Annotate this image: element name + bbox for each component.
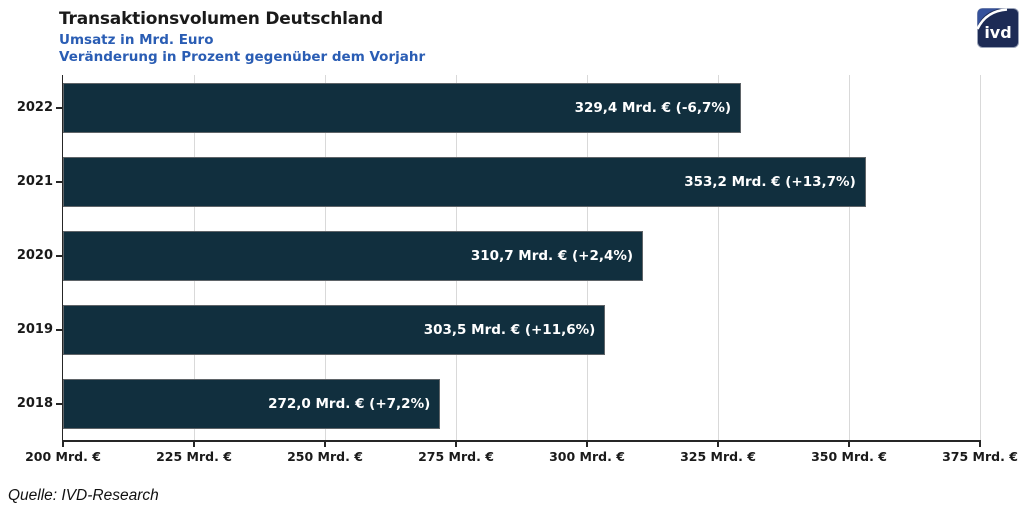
- x-axis-tick-label: 225 Mrd. €: [156, 449, 232, 464]
- ivd-logo-text: ivd: [984, 23, 1011, 42]
- ivd-logo: ivd: [976, 8, 1019, 48]
- y-axis-tick: [56, 329, 63, 331]
- x-axis-tick-label: 300 Mrd. €: [549, 449, 625, 464]
- gridline: [718, 75, 719, 440]
- bar-2021: 353,2 Mrd. € (+13,7%): [63, 157, 866, 207]
- bar-2022: 329,4 Mrd. € (-6,7%): [63, 83, 742, 133]
- x-axis-tick: [324, 440, 326, 447]
- y-axis-label-2019: 2019: [16, 322, 53, 337]
- bar-value-label: 272,0 Mrd. € (+7,2%): [268, 396, 431, 412]
- chart-title: Transaktionsvolumen Deutschland: [59, 9, 383, 29]
- plot-area: 200 Mrd. € 225 Mrd. € 250 Mrd. € 275 Mrd. €…: [17, 75, 1018, 464]
- y-axis-label-2018: 2018: [16, 396, 53, 411]
- chart-subtitle-line2: Veränderung in Prozent gegenüber dem Vor…: [59, 49, 426, 65]
- y-axis-tick: [56, 181, 63, 183]
- bar-2020: 310,7 Mrd. € (+2,4%): [63, 231, 644, 281]
- x-axis-tick: [717, 440, 719, 447]
- x-axis-tick: [455, 440, 457, 447]
- gridline: [849, 75, 850, 440]
- x-axis-tick-label: 250 Mrd. €: [287, 449, 363, 464]
- x-axis-tick: [586, 440, 588, 447]
- y-axis-label-2022: 2022: [16, 100, 53, 115]
- bar-value-label: 329,4 Mrd. € (-6,7%): [574, 100, 732, 116]
- bar-2019: 303,5 Mrd. € (+11,6%): [63, 305, 606, 355]
- x-axis-tick-label: 375 Mrd. €: [942, 449, 1018, 464]
- x-axis-tick: [979, 440, 981, 447]
- x-axis-tick: [62, 440, 64, 447]
- y-axis-tick: [56, 107, 63, 109]
- y-axis-tick: [56, 255, 63, 257]
- bar-value-label: 353,2 Mrd. € (+13,7%): [684, 174, 856, 190]
- x-axis-tick-label: 350 Mrd. €: [811, 449, 887, 464]
- source-note: Quelle: IVD-Research: [8, 487, 159, 504]
- x-axis-tick-label: 325 Mrd. €: [680, 449, 756, 464]
- y-axis-tick: [56, 403, 63, 405]
- bar-value-label: 310,7 Mrd. € (+2,4%): [470, 248, 634, 264]
- gridline: [980, 75, 981, 440]
- ivd-logo-graphic: ivd: [976, 8, 1019, 48]
- y-axis-label-2021: 2021: [16, 174, 53, 189]
- x-axis-tick-label: 200 Mrd. €: [25, 449, 101, 464]
- y-axis-label-2020: 2020: [16, 248, 53, 263]
- bar-value-label: 303,5 Mrd. € (+11,6%): [423, 322, 596, 338]
- bar-2018: 272,0 Mrd. € (+7,2%): [63, 379, 441, 429]
- x-axis-tick: [193, 440, 195, 447]
- x-axis-tick-label: 275 Mrd. €: [418, 449, 494, 464]
- x-axis-tick: [848, 440, 850, 447]
- chart-subtitle-line1: Umsatz in Mrd. Euro: [59, 32, 214, 48]
